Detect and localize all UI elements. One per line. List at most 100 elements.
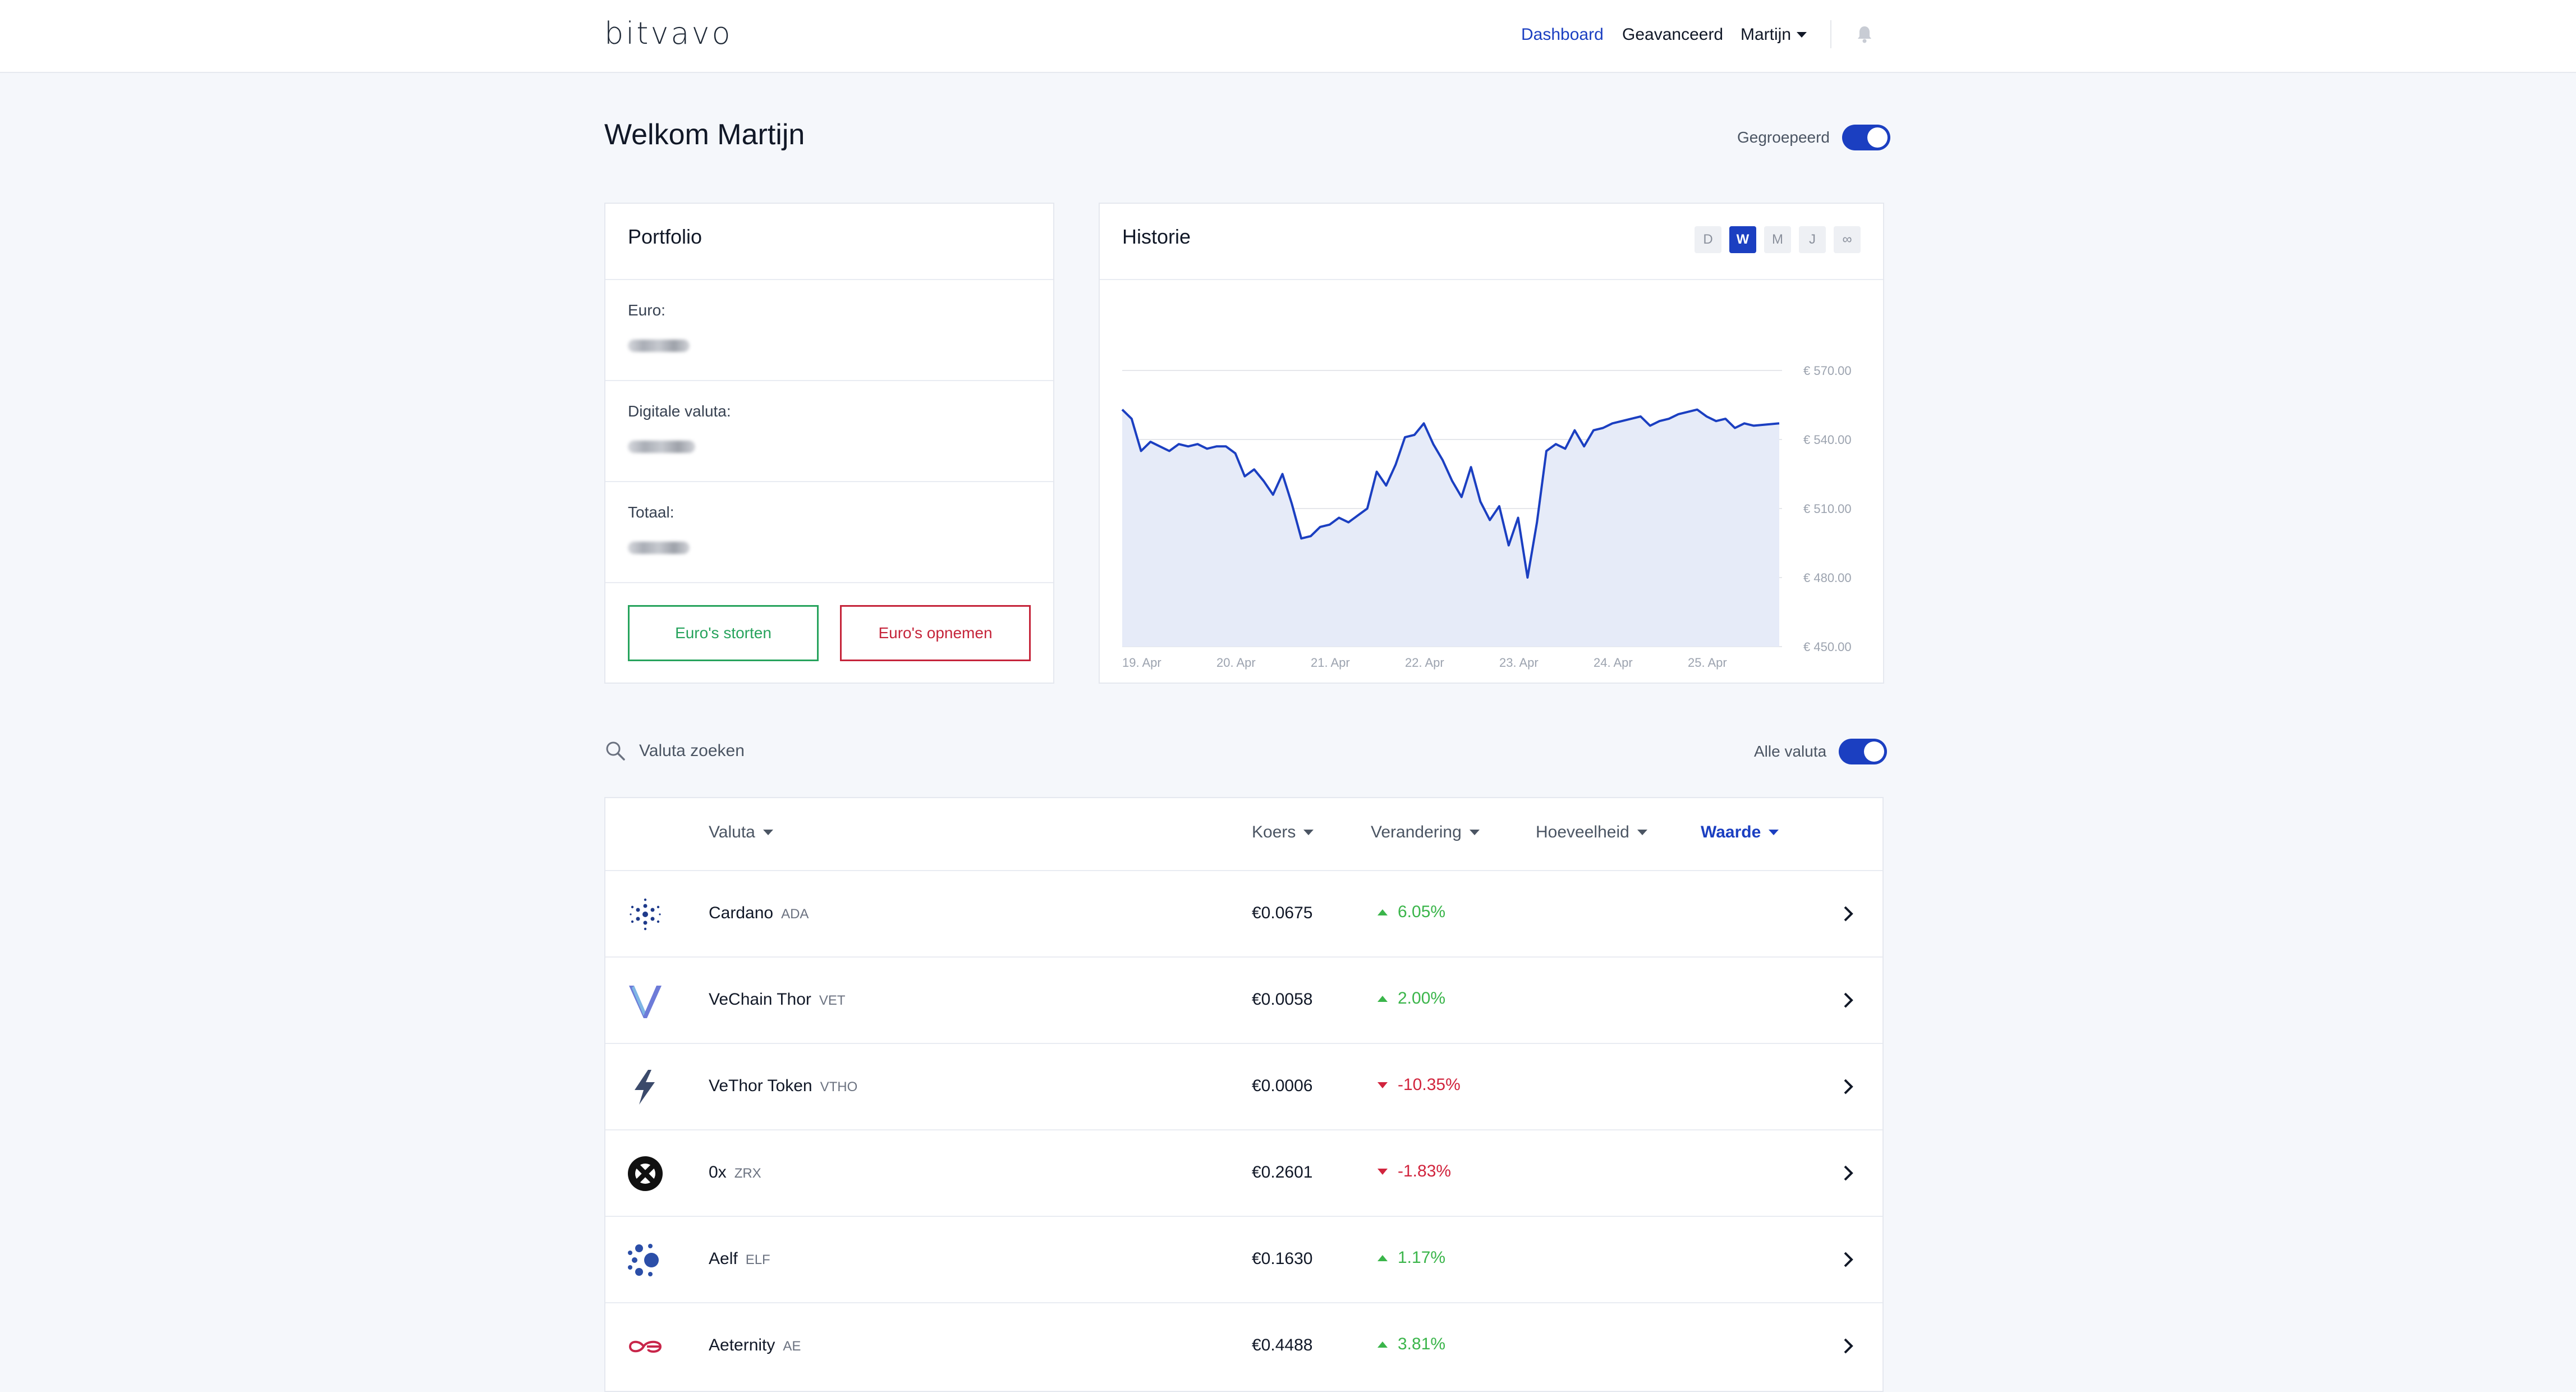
- deposit-euro-button[interactable]: Euro's storten: [628, 605, 819, 661]
- coin-name-text: 0x: [709, 1163, 727, 1182]
- coin-price: €0.1630: [1252, 1249, 1313, 1268]
- x-tick-label: 23. Apr: [1499, 656, 1539, 670]
- coin-change-value: 6.05%: [1398, 903, 1446, 921]
- chevron-right-icon[interactable]: [1840, 1163, 1857, 1183]
- all-currencies-toggle-row: Alle valuta: [1754, 739, 1888, 764]
- total-value-hidden: [628, 542, 690, 554]
- column-header-change[interactable]: Verandering: [1371, 823, 1480, 842]
- nav-advanced-wrap: Geavanceerd: [1622, 24, 1723, 46]
- coin-change: 2.00%: [1377, 989, 1445, 1008]
- coin-change-value: 1.17%: [1398, 1248, 1446, 1267]
- coin-price: €0.2601: [1252, 1163, 1313, 1182]
- history-area-chart: € 570.00 € 540.00 € 510.00 € 480.00 € 450.00…: [1121, 364, 1852, 670]
- range-tab-year[interactable]: J: [1799, 226, 1826, 253]
- user-menu[interactable]: Martijn: [1741, 24, 1807, 46]
- coin-change-value: 2.00%: [1398, 989, 1446, 1008]
- y-tick-label: € 570.00: [1803, 364, 1852, 378]
- nav-dashboard-wrap: Dashboard: [1521, 24, 1604, 46]
- nav-divider: [1830, 20, 1831, 48]
- coin-price: €0.0006: [1252, 1077, 1313, 1095]
- bell-icon[interactable]: [1856, 25, 1873, 44]
- portfolio-card: Portfolio Euro: Digitale valuta: Totaal:…: [604, 203, 1054, 684]
- nav-dashboard-link[interactable]: Dashboard: [1521, 25, 1604, 44]
- coin-name-text: Aelf: [709, 1249, 738, 1268]
- portfolio-divider: [605, 279, 1053, 280]
- zrx-icon: [628, 1156, 663, 1191]
- table-row[interactable]: VeChain Thor VET €0.0058 2.00%: [605, 956, 1882, 1043]
- chevron-right-icon[interactable]: [1840, 990, 1857, 1010]
- bitvavo-logo[interactable]: bitvavo: [604, 16, 733, 51]
- withdraw-euro-button[interactable]: Euro's opnemen: [840, 605, 1031, 661]
- range-tab-month[interactable]: M: [1764, 226, 1791, 253]
- portfolio-divider: [605, 582, 1053, 583]
- table-row[interactable]: Aeternity AE €0.4488 3.81%: [605, 1302, 1882, 1389]
- coin-name: Aelf ELF: [709, 1249, 770, 1269]
- portfolio-title: Portfolio: [628, 225, 702, 248]
- coin-price: €0.0675: [1252, 904, 1313, 922]
- table-row[interactable]: Aelf ELF €0.1630 1.17%: [605, 1216, 1882, 1302]
- column-header-rate-label: Koers: [1252, 823, 1296, 841]
- coin-change: 6.05%: [1377, 903, 1445, 922]
- coin-name-text: VeChain Thor: [709, 990, 811, 1009]
- coin-ticker: ELF: [745, 1252, 770, 1267]
- table-row[interactable]: Cardano ADA €0.0675 6.05%: [605, 870, 1882, 956]
- crypto-label: Digitale valuta:: [628, 402, 731, 420]
- coin-change: 1.17%: [1377, 1248, 1445, 1267]
- column-header-value[interactable]: Waarde: [1701, 823, 1779, 842]
- user-menu-inner: Martijn: [1741, 25, 1807, 44]
- coin-ticker: VTHO: [820, 1079, 858, 1095]
- lightning-bolt-icon: [635, 1070, 655, 1105]
- column-header-change-label: Verandering: [1371, 823, 1462, 841]
- crypto-value-hidden: [628, 441, 695, 453]
- nav-advanced-link[interactable]: Geavanceerd: [1622, 25, 1724, 44]
- grouped-toggle[interactable]: [1842, 125, 1891, 150]
- vechain-icon: [629, 986, 662, 1018]
- all-currencies-toggle[interactable]: [1839, 739, 1888, 764]
- column-header-rate[interactable]: Koers: [1252, 823, 1314, 842]
- chevron-right-icon[interactable]: [1840, 1249, 1857, 1270]
- triangle-up-icon: [1377, 995, 1388, 1002]
- coin-change: -1.83%: [1377, 1162, 1451, 1181]
- sort-caret-icon: [1769, 830, 1779, 835]
- triangle-down-icon: [1377, 1082, 1388, 1088]
- top-header: bitvavo Dashboard Geavanceerd Martijn: [0, 0, 2576, 73]
- all-currencies-label: Alle valuta: [1754, 743, 1827, 760]
- history-divider: [1100, 279, 1883, 280]
- coin-name-text: VeThor Token: [709, 1077, 812, 1095]
- total-label: Totaal:: [628, 503, 674, 521]
- column-header-currency[interactable]: Valuta: [709, 823, 773, 842]
- grouped-toggle-label: Gegroepeerd: [1737, 129, 1830, 146]
- aeternity-icon: [628, 1340, 662, 1353]
- search-input[interactable]: [638, 741, 1087, 761]
- history-title: Historie: [1122, 225, 1191, 248]
- range-tab-week[interactable]: W: [1729, 226, 1756, 253]
- column-header-amount-label: Hoeveelheid: [1536, 823, 1629, 841]
- triangle-up-icon: [1377, 909, 1388, 915]
- table-row[interactable]: 0x ZRX €0.2601 -1.83%: [605, 1129, 1882, 1216]
- column-header-currency-label: Valuta: [709, 823, 755, 841]
- coin-change-value: -10.35%: [1398, 1075, 1461, 1094]
- coin-price: €0.4488: [1252, 1336, 1313, 1354]
- y-tick-label: € 510.00: [1803, 502, 1852, 516]
- x-tick-label: 24. Apr: [1594, 656, 1633, 670]
- currency-search: [604, 740, 1109, 762]
- coin-name-text: Aeternity: [709, 1336, 775, 1354]
- coin-ticker: VET: [819, 993, 846, 1008]
- chevron-right-icon[interactable]: [1840, 1077, 1857, 1097]
- chevron-right-icon[interactable]: [1840, 1336, 1857, 1356]
- x-tick-label: 19. Apr: [1122, 656, 1161, 670]
- sort-caret-icon: [1637, 830, 1647, 835]
- range-tab-all[interactable]: ∞: [1834, 226, 1861, 253]
- triangle-up-icon: [1377, 1341, 1388, 1348]
- range-tab-day[interactable]: D: [1695, 226, 1721, 253]
- table-row[interactable]: VeThor Token VTHO €0.0006 -10.35%: [605, 1043, 1882, 1129]
- column-header-amount[interactable]: Hoeveelheid: [1536, 823, 1647, 842]
- coin-change-value: -1.83%: [1398, 1162, 1452, 1180]
- series-line: [1121, 408, 1780, 579]
- cardano-icon: [630, 898, 661, 931]
- chevron-right-icon[interactable]: [1840, 904, 1857, 924]
- coin-name: VeChain Thor VET: [709, 990, 846, 1009]
- euro-value-hidden: [628, 340, 690, 352]
- portfolio-divider: [605, 481, 1053, 482]
- x-tick-label: 22. Apr: [1405, 656, 1444, 670]
